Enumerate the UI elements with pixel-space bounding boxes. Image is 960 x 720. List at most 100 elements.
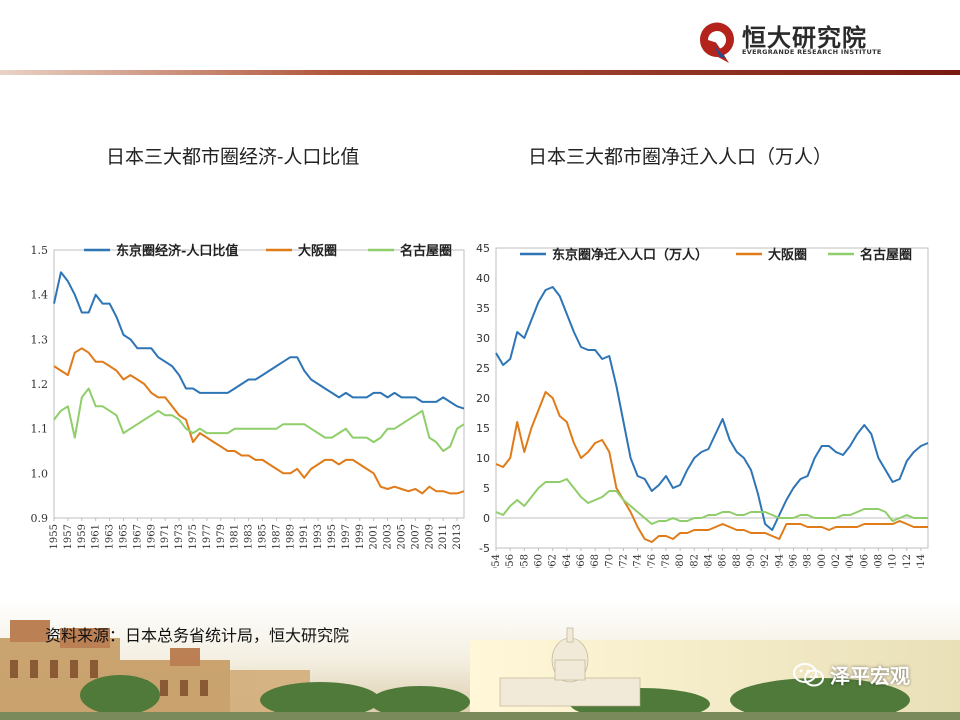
- x-tick-label: 1957: [63, 524, 74, 549]
- x-tick-label: 1995: [327, 524, 338, 549]
- legend-label: 大阪圈: [768, 247, 807, 263]
- x-tick-label: 1960: [533, 554, 544, 568]
- right-chart-title: 日本三大都市圈净迁入人口（万人）: [528, 146, 833, 168]
- x-tick-label: 2000: [817, 554, 828, 568]
- y-tick-label: 1.1: [31, 423, 49, 436]
- y-tick-label: 15: [476, 422, 490, 435]
- y-tick-label: 1.3: [31, 333, 49, 346]
- x-tick-label: 1962: [548, 554, 559, 568]
- source-note: 资料来源：日本总务省统计局，恒大研究院: [45, 626, 350, 645]
- x-tick-label: 1996: [788, 554, 799, 568]
- x-tick-label: 2008: [873, 554, 884, 568]
- y-tick-label: 45: [476, 242, 490, 255]
- x-tick-label: 1965: [118, 524, 129, 549]
- x-tick-label: 1991: [299, 524, 310, 549]
- x-tick-label: 1989: [285, 524, 296, 549]
- x-tick-label: 1981: [230, 524, 241, 549]
- y-tick-label: 1.5: [31, 244, 49, 257]
- x-tick-label: 1966: [576, 554, 587, 568]
- x-tick-label: 2011: [438, 524, 449, 549]
- evergrande-logo-icon: [699, 22, 734, 63]
- x-tick-label: 1954: [491, 554, 502, 568]
- x-tick-label: 1975: [188, 524, 199, 549]
- x-tick-label: 1984: [703, 554, 714, 568]
- x-tick-label: 1979: [216, 524, 227, 549]
- x-tick-label: 1955: [49, 524, 60, 549]
- left-chart-title: 日本三大都市圈经济-人口比值: [106, 146, 360, 168]
- y-tick-label: 35: [476, 302, 490, 315]
- y-tick-label: 0: [483, 512, 490, 525]
- series-line-1: [495, 391, 928, 543]
- y-tick-label: -5: [479, 542, 490, 555]
- x-tick-label: 1992: [760, 554, 771, 568]
- plot-frame: [53, 249, 465, 519]
- x-tick-label: 1968: [590, 554, 601, 568]
- y-tick-label: 0.9: [31, 512, 49, 525]
- y-tick-label: 1.2: [31, 378, 49, 391]
- x-tick-label: 2010: [888, 554, 899, 568]
- footer-architecture-image: [0, 600, 960, 720]
- x-tick-label: 1972: [618, 554, 629, 568]
- y-tick-label: 5: [483, 482, 490, 495]
- y-tick-label: 20: [476, 392, 490, 405]
- series-line-2: [495, 478, 928, 525]
- y-tick-label: 1.4: [31, 289, 49, 302]
- x-tick-label: 1986: [718, 554, 729, 568]
- x-tick-label: 2005: [396, 524, 407, 549]
- x-tick-label: 1985: [257, 524, 268, 549]
- x-tick-label: 1964: [562, 554, 573, 568]
- x-tick-label: 1987: [271, 524, 282, 549]
- y-tick-label: 25: [476, 362, 490, 375]
- wechat-watermark: 泽平宏观: [792, 660, 910, 689]
- x-tick-label: 1958: [519, 554, 530, 568]
- plot-frame: [495, 247, 929, 549]
- legend-label: 大阪圈: [298, 243, 337, 259]
- x-tick-label: 2014: [916, 554, 927, 568]
- x-tick-label: 1980: [675, 554, 686, 568]
- y-tick-label: 1.0: [31, 467, 49, 480]
- x-tick-label: 1999: [355, 524, 366, 549]
- x-tick-label: 1959: [77, 524, 88, 549]
- series-line-0: [495, 286, 929, 531]
- x-tick-label: 1994: [774, 554, 785, 568]
- x-tick-label: 1990: [746, 554, 757, 568]
- series-line-1: [53, 347, 465, 495]
- legend-label: 名古屋圈: [860, 247, 912, 263]
- x-tick-label: 1983: [244, 524, 255, 549]
- wechat-label: 泽平宏观: [830, 664, 910, 688]
- x-tick-label: 1956: [505, 554, 516, 568]
- x-tick-label: 2013: [452, 524, 463, 549]
- brand-subtitle: EVERGRANDE RESEARCH INSTITUTE: [742, 48, 882, 56]
- x-tick-label: 1993: [313, 524, 324, 549]
- x-tick-label: 1997: [341, 524, 352, 549]
- x-tick-label: 1967: [132, 524, 143, 549]
- x-tick-label: 2009: [424, 524, 435, 549]
- x-tick-label: 1961: [91, 524, 102, 549]
- legend-label: 东京圈经济-人口比值: [116, 243, 238, 259]
- x-tick-label: 2001: [369, 524, 380, 549]
- x-tick-label: 1969: [146, 524, 157, 549]
- x-tick-label: 1973: [174, 524, 185, 549]
- x-tick-label: 1978: [661, 554, 672, 568]
- x-tick-label: 2006: [859, 554, 870, 568]
- x-tick-label: 2002: [831, 554, 842, 568]
- x-tick-label: 1976: [647, 554, 658, 568]
- x-tick-label: 1998: [803, 554, 814, 568]
- y-tick-label: 40: [476, 272, 490, 285]
- x-tick-label: 2003: [383, 524, 394, 549]
- x-tick-label: 1963: [105, 524, 116, 549]
- legend-label: 东京圈净迁入人口（万人）: [552, 247, 708, 263]
- wechat-icon: [793, 662, 824, 686]
- y-tick-label: 10: [476, 452, 490, 465]
- x-tick-label: 2007: [410, 524, 421, 549]
- legend-label: 名古屋圈: [400, 243, 452, 259]
- series-line-2: [53, 387, 465, 452]
- x-tick-label: 1977: [202, 524, 213, 549]
- x-tick-label: 2012: [902, 554, 913, 568]
- header-divider: [0, 70, 960, 75]
- x-tick-label: 2004: [845, 554, 856, 568]
- x-tick-label: 1982: [689, 554, 700, 568]
- series-line-0: [53, 271, 465, 410]
